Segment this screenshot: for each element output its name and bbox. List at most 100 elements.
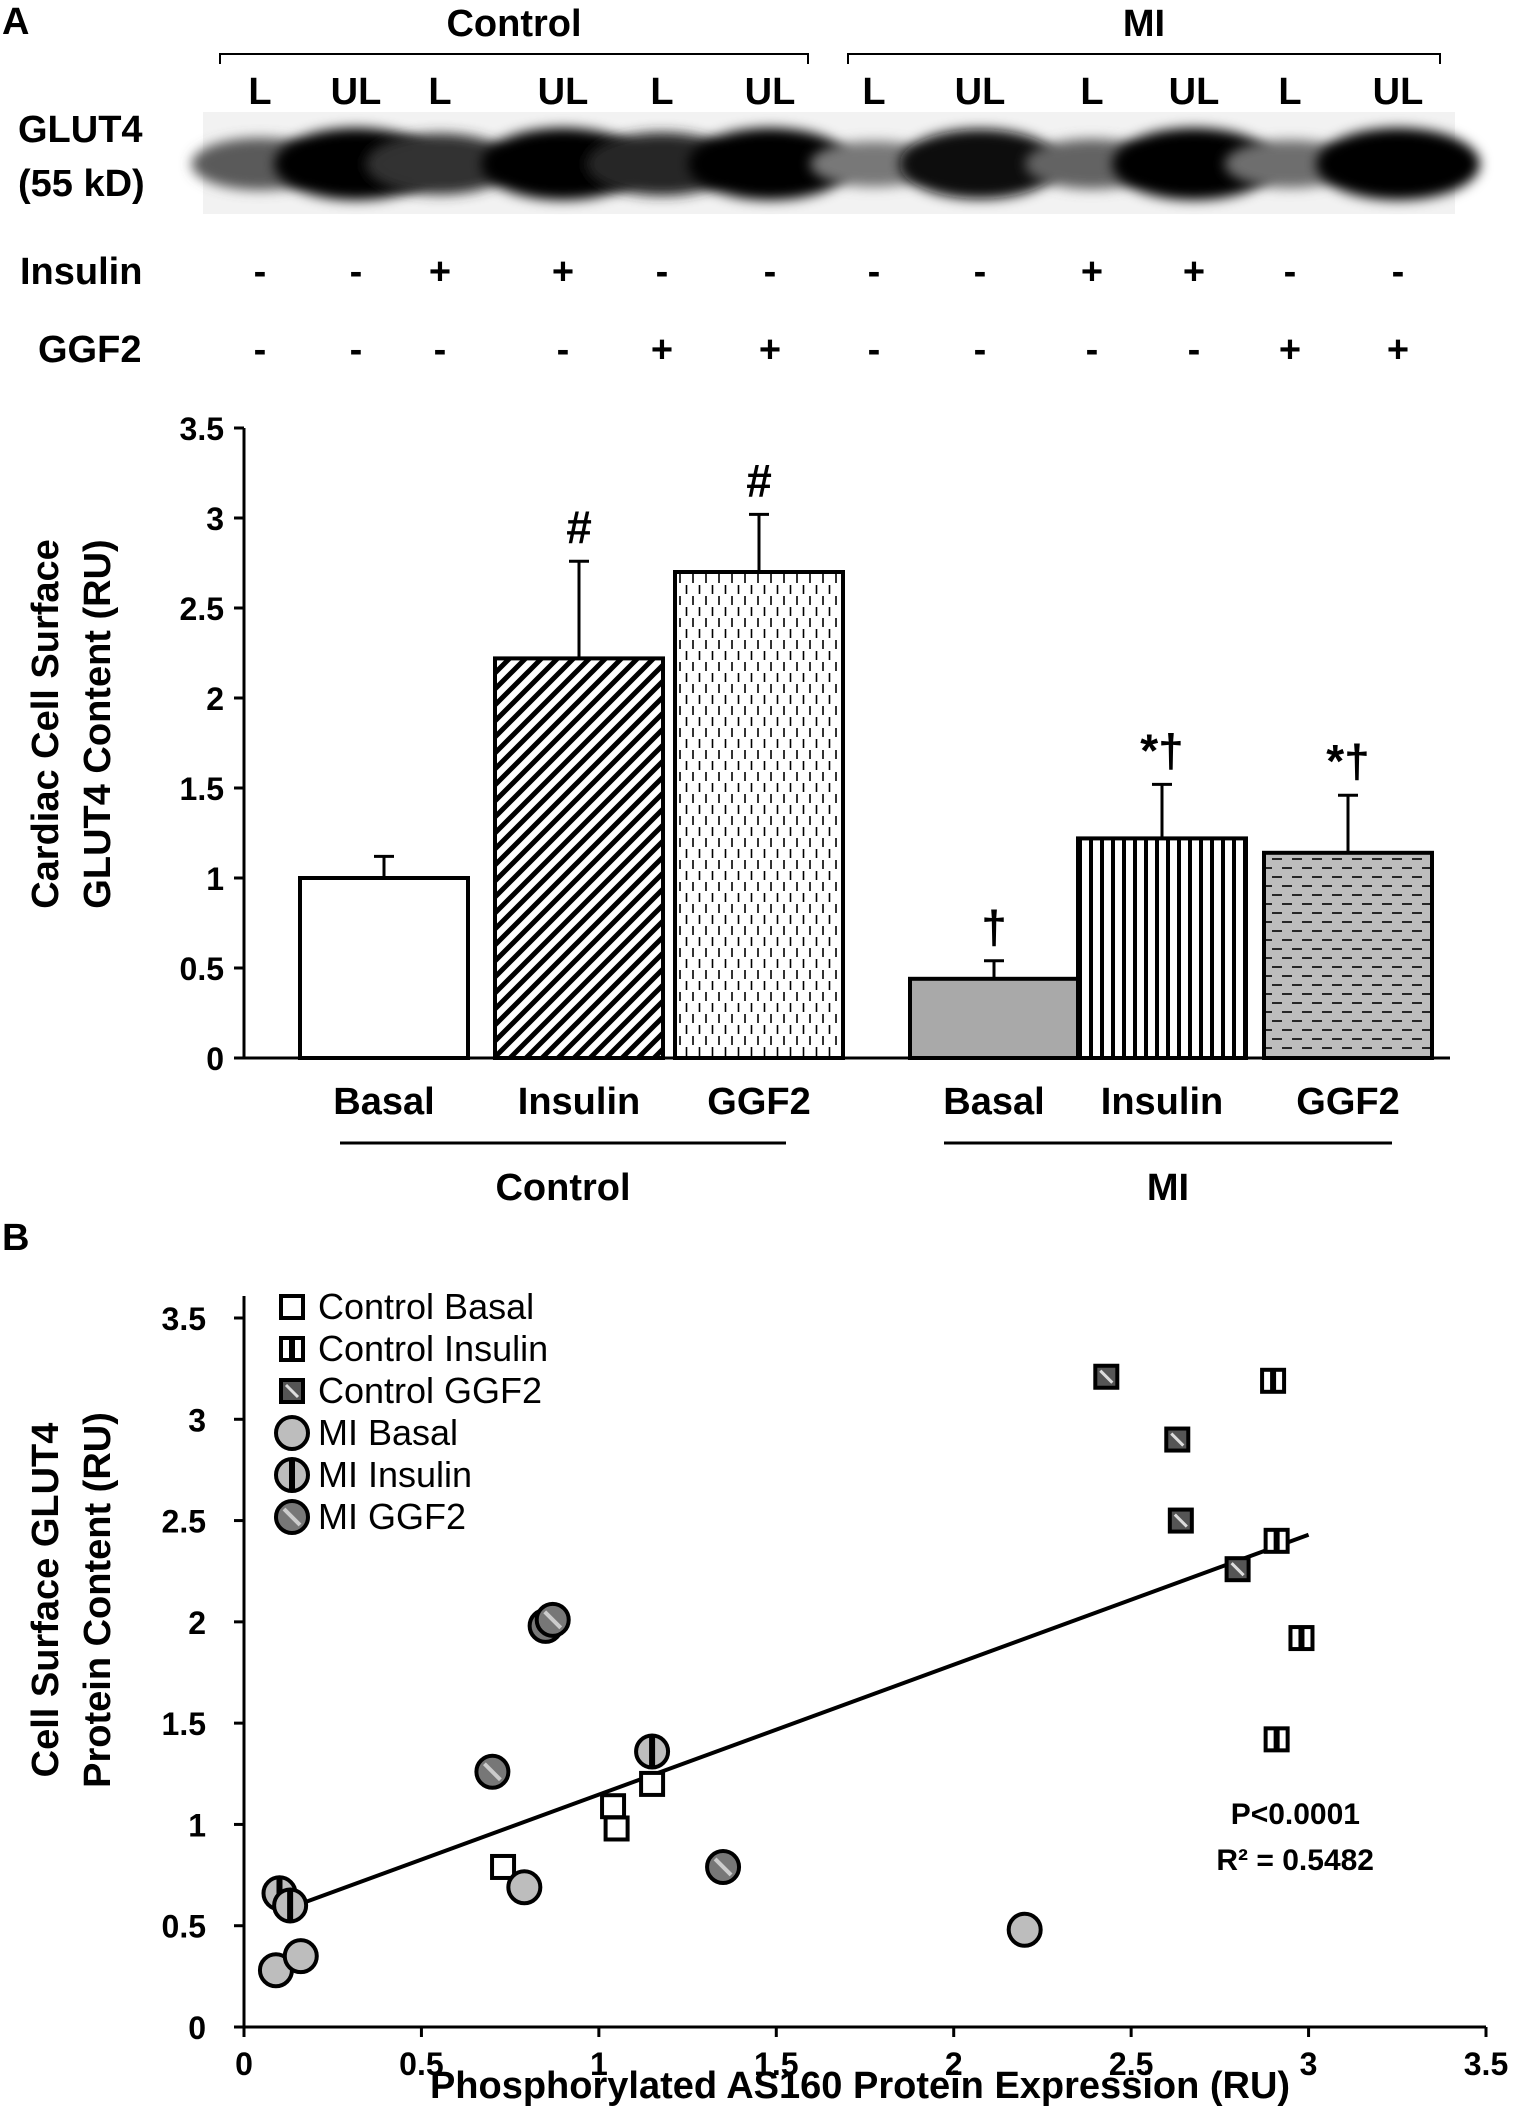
scatter-y-tick-label: 3 xyxy=(188,1402,206,1438)
scatter-point xyxy=(506,1869,543,1906)
lane-label: UL xyxy=(538,71,589,113)
bar-category-label: Basal xyxy=(943,1081,1044,1123)
scatter-point-hatch xyxy=(287,1889,294,1922)
group-label: MI xyxy=(1147,1167,1189,1209)
bar xyxy=(1262,850,1434,1060)
scatter-x-tick-label: 1.5 xyxy=(754,2046,798,2082)
insulin-sign: - xyxy=(656,251,669,293)
scatter-point xyxy=(1263,1527,1290,1554)
scatter-point xyxy=(1164,1426,1191,1453)
ggf2-sign: + xyxy=(651,329,673,371)
lane-label: L xyxy=(650,71,673,113)
scatter-x-tick-label: 1 xyxy=(590,2046,608,2082)
stat-r-squared: R² = 0.5482 xyxy=(1216,1844,1374,1877)
scatter-chart: Cell Surface GLUT4 Protein Content (RU) … xyxy=(25,1286,1508,2107)
scatter-point xyxy=(474,1753,511,1790)
legend-label: Control Insulin xyxy=(318,1328,548,1369)
bar-y-tick-label: 2.5 xyxy=(180,591,224,627)
scatter-point xyxy=(1263,1726,1290,1753)
bar xyxy=(1076,836,1248,1061)
scatter-point xyxy=(600,1793,627,1820)
scatter-x-tick-label: 3.5 xyxy=(1464,2046,1508,2082)
legend-label: MI Insulin xyxy=(318,1454,472,1495)
legend-marker xyxy=(274,1457,310,1493)
significance-mark: # xyxy=(566,501,592,553)
ggf2-sign: + xyxy=(1387,329,1409,371)
panel-a-label: A xyxy=(2,1,29,43)
ggf2-sign: + xyxy=(759,329,781,371)
insulin-sign: - xyxy=(974,251,987,293)
scatter-ylabel-line1: Cell Surface GLUT4 xyxy=(25,1423,67,1778)
scatter-xlabel: Phosphorylated AS160 Protein Expression … xyxy=(430,2065,1290,2107)
bar-y-tick-label: 1.5 xyxy=(180,771,224,807)
bar-category-label: Insulin xyxy=(518,1081,640,1123)
blot-group-brackets: Control MI xyxy=(219,3,1441,64)
scatter-point-hatch xyxy=(1230,1562,1245,1577)
scatter-point-shape xyxy=(1006,1911,1043,1948)
lane-label: L xyxy=(248,71,271,113)
scatter-y-tick-label: 0.5 xyxy=(162,1909,206,1945)
scatter-point-hatch xyxy=(1270,1369,1277,1392)
scatter-point xyxy=(634,1733,671,1770)
bar-category-label: GGF2 xyxy=(707,1081,810,1123)
blot-band xyxy=(365,133,515,195)
legend-marker-hatch xyxy=(282,1507,302,1527)
insulin-sign: + xyxy=(1081,251,1103,293)
ggf2-sign: - xyxy=(557,329,570,371)
bar-category-label: Basal xyxy=(333,1081,434,1123)
scatter-y-tick-label: 2.5 xyxy=(162,1504,206,1540)
significance-mark: † xyxy=(981,901,1007,953)
blot-group-label-control: Control xyxy=(446,3,581,45)
blot-band xyxy=(899,129,1061,199)
bar-ylabel-line2: GLUT4 Content (RU) xyxy=(77,539,119,908)
lane-label: L xyxy=(1080,71,1103,113)
bar xyxy=(298,876,470,1060)
insulin-sign: - xyxy=(350,251,363,293)
scatter-point-hatch xyxy=(1273,1728,1280,1751)
lane-label: UL xyxy=(1169,71,1220,113)
control-bracket xyxy=(219,53,809,64)
scatter-point xyxy=(705,1848,742,1885)
legend-marker xyxy=(279,1336,305,1362)
blot-group-label-mi: MI xyxy=(1123,3,1165,45)
scatter-point xyxy=(639,1770,666,1797)
legend-marker-hatch xyxy=(289,1338,295,1360)
bar xyxy=(493,656,665,1061)
bar-y-tick-label: 3.5 xyxy=(180,411,224,447)
scatter-point xyxy=(272,1887,309,1924)
ggf2-sign: + xyxy=(1279,329,1301,371)
bar xyxy=(908,976,1080,1060)
scatter-point-hatch xyxy=(649,1735,656,1768)
scatter-point xyxy=(490,1853,517,1880)
bar-y-tick-label: 3 xyxy=(206,501,224,537)
ggf2-sign: - xyxy=(434,329,447,371)
scatter-x-tick-label: 2 xyxy=(945,2046,963,2082)
insulin-sign: - xyxy=(254,251,267,293)
scatter-point xyxy=(603,1815,630,1842)
scatter-point-hatch xyxy=(1173,1513,1188,1528)
bar-category-label: Insulin xyxy=(1101,1081,1223,1123)
scatter-point xyxy=(1260,1367,1287,1394)
legend-label: Control Basal xyxy=(318,1286,534,1327)
blot-bands xyxy=(191,128,1480,200)
lane-label: L xyxy=(428,71,451,113)
scatter-point xyxy=(282,1938,319,1975)
lane-label: UL xyxy=(1373,71,1424,113)
scatter-y-tick-label: 2 xyxy=(188,1605,206,1641)
scatter-x-tick-label: 2.5 xyxy=(1109,2046,1153,2082)
ggf2-sign: - xyxy=(1086,329,1099,371)
insulin-sign: + xyxy=(1183,251,1205,293)
panel-b-label: B xyxy=(2,1217,29,1259)
insulin-sign: - xyxy=(1284,251,1297,293)
bar-y-tick-label: 1 xyxy=(206,861,224,897)
legend-marker-shape xyxy=(279,1294,305,1320)
group-label: Control xyxy=(495,1167,630,1209)
blot-band xyxy=(1316,128,1480,200)
scatter-y-tick-label: 3.5 xyxy=(162,1301,206,1337)
treatment-label-ggf2: GGF2 xyxy=(38,329,141,371)
lane-label: UL xyxy=(745,71,796,113)
significance-mark: # xyxy=(746,454,772,506)
scatter-x-tick-label: 0 xyxy=(235,2046,253,2082)
ggf2-sign: - xyxy=(1188,329,1201,371)
